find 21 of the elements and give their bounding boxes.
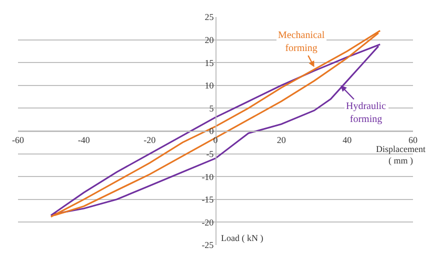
x-axis-title: Displacement ( mm )	[376, 144, 426, 166]
y-tick-label: 10	[204, 80, 214, 91]
y-tick-label: 0	[209, 126, 214, 136]
y-tick-label: -5	[206, 148, 214, 159]
y-tick-label: -20	[202, 217, 214, 228]
x-tick-label: -40	[78, 134, 90, 145]
y-tick-label: 15	[204, 58, 214, 68]
y-axis-title: Load ( kN )	[221, 233, 264, 243]
x-tick-label: -60	[12, 134, 24, 145]
y-tick-label: -25	[202, 240, 214, 250]
annotation: Mechanical forming	[278, 30, 325, 54]
y-tick-label: 25	[204, 12, 214, 22]
x-tick-label: 40	[342, 134, 352, 145]
y-tick-label: -10	[202, 172, 214, 182]
y-tick-label: 5	[209, 103, 214, 114]
y-tick-label: -15	[202, 194, 214, 205]
annotation: Hydraulic forming	[346, 101, 387, 125]
x-tick-label: 20	[276, 134, 286, 145]
x-tick-label: 60	[408, 134, 418, 145]
x-tick-label: -20	[144, 134, 156, 145]
y-tick-label: 20	[204, 34, 214, 45]
